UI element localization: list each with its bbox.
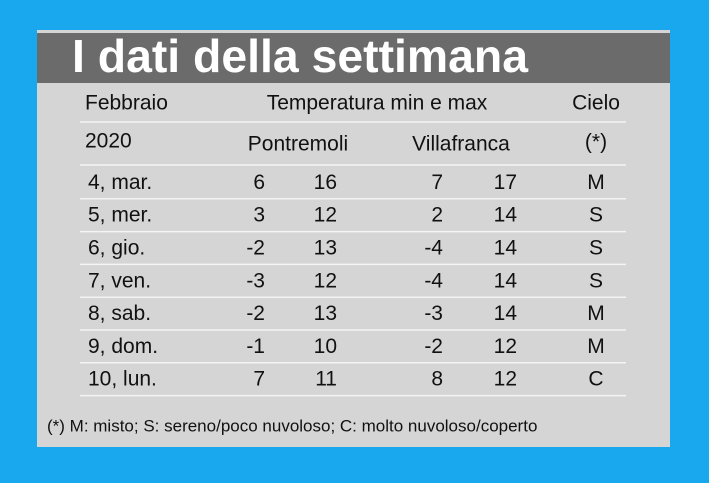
date-cell: 8, sab. bbox=[88, 302, 151, 325]
title-bar bbox=[37, 33, 670, 83]
min-temp-cell: -4 bbox=[424, 269, 443, 292]
date-cell: 10, lun. bbox=[88, 368, 157, 391]
max-temp-cell: 13 bbox=[314, 302, 337, 325]
min-temp-cell: 7 bbox=[431, 171, 443, 194]
sky-cell: M bbox=[587, 335, 605, 358]
min-temp-cell: -1 bbox=[246, 335, 265, 358]
sky-note-header: (*) bbox=[585, 131, 607, 154]
max-temp-cell: 14 bbox=[494, 237, 518, 260]
min-temp-cell: -2 bbox=[246, 302, 265, 325]
min-temp-cell: 2 bbox=[431, 204, 443, 227]
title: I dati della settimana bbox=[72, 30, 528, 82]
max-temp-cell: 12 bbox=[314, 204, 337, 227]
max-temp-cell: 16 bbox=[314, 171, 337, 194]
table-body: 4, mar. 6 16 7 17 M 5, mer. 3 12 2 14 S 6, gio. -2 13 -… bbox=[80, 171, 626, 397]
sky-cell: C bbox=[588, 368, 603, 391]
date-cell: 4, mar. bbox=[88, 171, 152, 194]
min-temp-cell: -4 bbox=[424, 237, 443, 260]
max-temp-cell: 14 bbox=[494, 269, 518, 292]
max-temp-cell: 10 bbox=[314, 335, 337, 358]
sky-cell: M bbox=[587, 302, 605, 325]
year-header: 2020 bbox=[85, 130, 132, 153]
footnote: (*) M: misto; S: sereno/poco nuvoloso; C… bbox=[47, 416, 537, 435]
min-temp-cell: 8 bbox=[431, 368, 443, 391]
date-cell: 9, dom. bbox=[88, 335, 158, 358]
date-cell: 7, ven. bbox=[88, 269, 151, 292]
sky-cell: M bbox=[587, 171, 605, 194]
temperature-header: Temperatura min e max bbox=[267, 92, 488, 115]
max-temp-cell: 11 bbox=[315, 368, 337, 391]
min-temp-cell: -3 bbox=[424, 302, 443, 325]
month-header: Febbraio bbox=[85, 92, 168, 115]
min-temp-cell: -2 bbox=[246, 237, 265, 260]
max-temp-cell: 12 bbox=[494, 368, 517, 391]
max-temp-cell: 17 bbox=[494, 171, 517, 194]
max-temp-cell: 14 bbox=[494, 204, 518, 227]
max-temp-cell: 14 bbox=[494, 302, 518, 325]
sky-cell: S bbox=[589, 204, 603, 227]
town-header: Villafranca bbox=[412, 133, 510, 156]
sky-cell: S bbox=[589, 237, 603, 260]
sky-cell: S bbox=[589, 269, 603, 292]
max-temp-cell: 13 bbox=[314, 237, 337, 260]
min-temp-cell: 3 bbox=[253, 204, 265, 227]
date-cell: 5, mer. bbox=[88, 204, 152, 227]
town-header: Pontremoli bbox=[248, 133, 348, 156]
max-temp-cell: 12 bbox=[494, 335, 517, 358]
panel bbox=[37, 30, 670, 447]
min-temp-cell: 7 bbox=[253, 368, 265, 391]
max-temp-cell: 12 bbox=[314, 269, 337, 292]
date-cell: 6, gio. bbox=[88, 237, 145, 260]
min-temp-cell: -3 bbox=[246, 269, 265, 292]
min-temp-cell: 6 bbox=[253, 171, 265, 194]
sky-header: Cielo bbox=[572, 92, 620, 115]
min-temp-cell: -2 bbox=[424, 335, 443, 358]
